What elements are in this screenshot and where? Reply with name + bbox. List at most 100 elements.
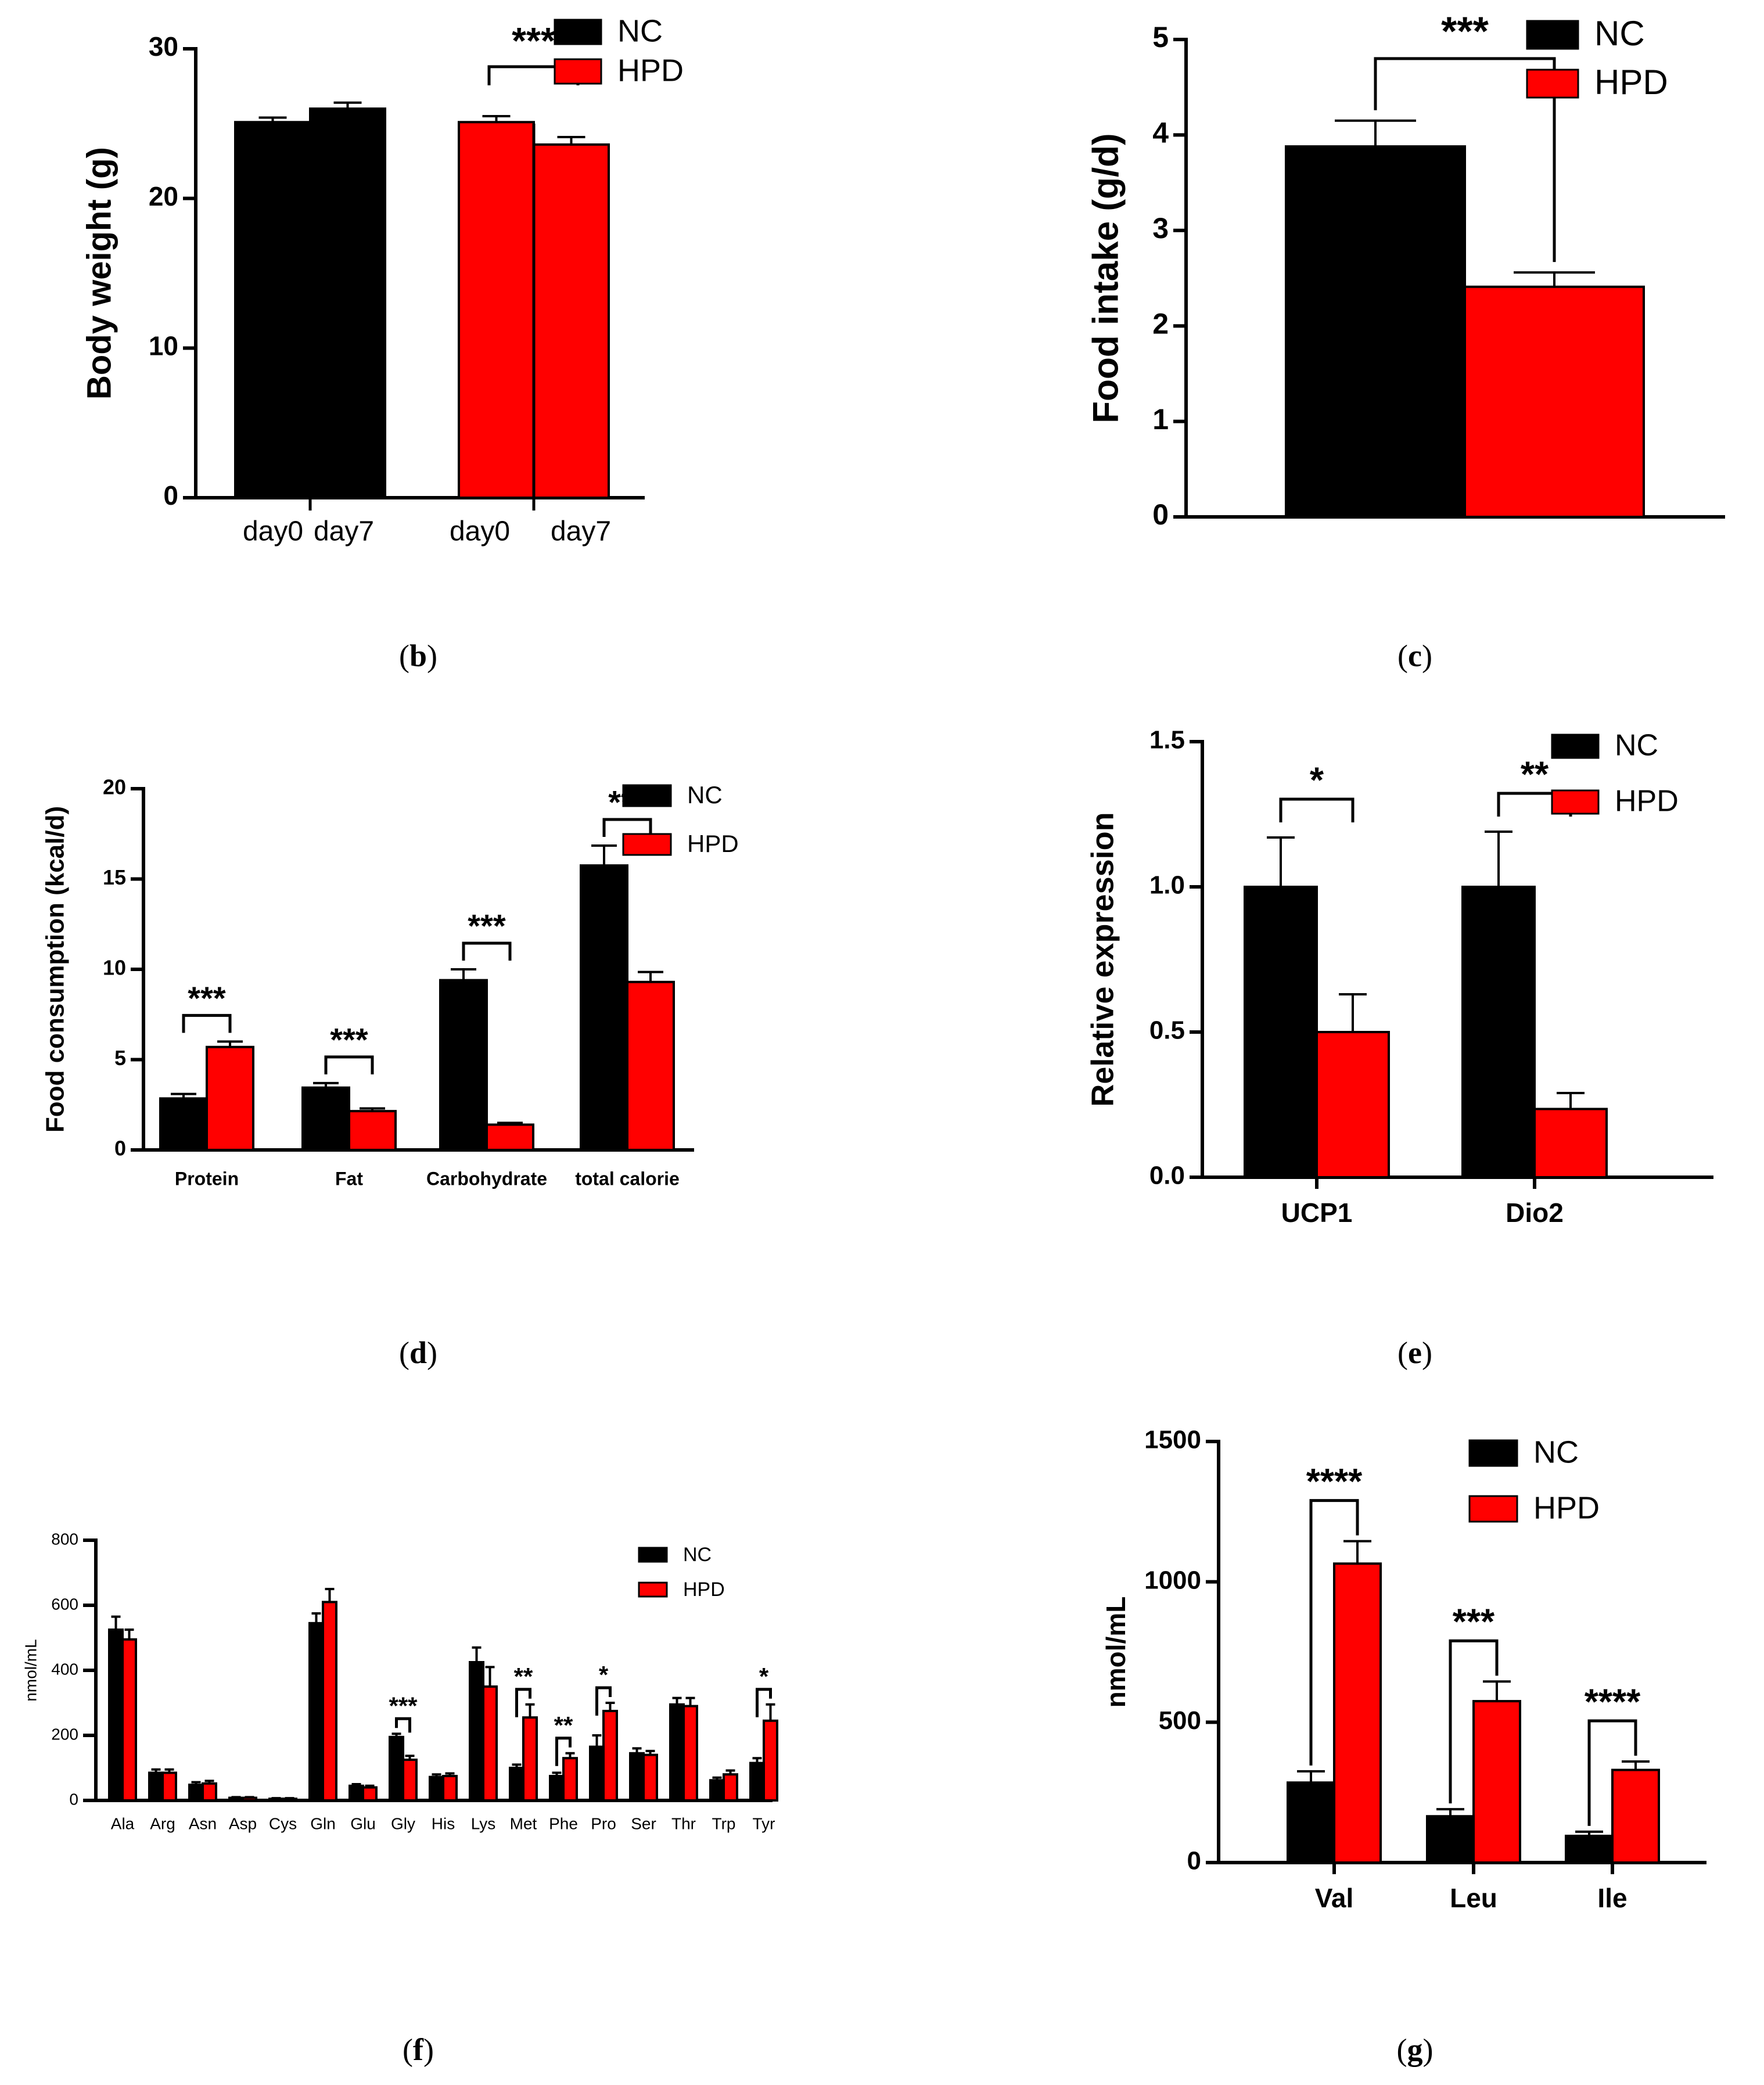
error-bar [672,1696,682,1705]
x-tick-label: Ile [1597,1883,1627,1913]
error-bar [204,1780,214,1784]
chart-b: 0 10 20 30 Body weight (g) day0 day7 day0 day7 **… [80,13,684,547]
error-bar [405,1755,415,1760]
x-tick-label: His [432,1814,455,1832]
x-tick-label: Cys [269,1814,297,1832]
legend-swatch-hpd [1468,1495,1518,1523]
error-bar [1575,1830,1603,1836]
panel-label: (g) [1397,2032,1434,2067]
significance-stars: * [599,1661,609,1688]
x-tick-label: Met [510,1814,537,1832]
y-tick-label: 1 [1152,403,1169,436]
y-tick-label: 5 [114,1046,126,1070]
y-tick-label: 400 [51,1660,78,1678]
panel-label-letter: b [409,638,427,673]
x-tick-label: Phe [549,1814,578,1832]
error-bar [592,1734,602,1747]
x-tick-label: day7 [551,516,611,547]
legend-label-hpd: HPD [617,53,684,88]
x-tick-label: Asn [189,1814,217,1832]
bar-nc [1287,1781,1335,1864]
bar-hpd [1316,1031,1390,1178]
panel-label: (c) [1397,638,1432,673]
error-bar [1436,1808,1464,1817]
legend-swatch-nc [622,784,672,807]
error-bar [1267,836,1295,887]
bar-nc [669,1703,685,1802]
error-bar [311,1612,321,1623]
bar-hpd [402,1759,418,1802]
bar-hpd [362,1786,378,1802]
bar-hpd [626,980,675,1152]
error-bar [285,1797,294,1800]
x-tick-label: Pro [591,1814,616,1832]
bar-nc [629,1752,645,1802]
bar-nc [108,1629,124,1802]
y-tick-label: 0 [69,1790,78,1808]
bar-nc [429,1775,444,1802]
bar-nc [509,1767,524,1802]
y-tick-label: 1500 [1144,1426,1201,1454]
y-tick-label: 0.5 [1149,1016,1185,1045]
bar-hpd [1464,285,1645,518]
x-tick-label: Leu [1450,1883,1497,1913]
x-tick-label: Protein [175,1168,239,1189]
error-bar [245,1796,254,1799]
error-bar [685,1696,695,1706]
bar-nc [1565,1835,1614,1864]
x-tick-label: Trp [712,1814,736,1832]
x-tick-label: Gly [391,1814,415,1832]
legend-swatch-hpd [1551,789,1600,815]
legend-swatch-hpd [1526,69,1579,99]
y-tick-label: 0 [114,1137,126,1160]
y-tick-label: 0 [1187,1847,1201,1875]
significance-stars: **** [1306,1462,1363,1502]
legend-label-hpd: HPD [683,1579,725,1601]
x-tick-label: Carbohydrate [426,1168,547,1189]
bar-nc [709,1779,725,1802]
error-bar [360,1107,385,1112]
error-bar [1483,1680,1511,1702]
legend-swatch-nc [1468,1439,1518,1467]
y-tick-label: 0 [1152,498,1169,531]
bar-nc [1426,1815,1475,1864]
significance-bracket [1449,1639,1499,1804]
y-tick-label: 500 [1159,1706,1201,1735]
significance-bracket [756,1688,772,1717]
bar-hpd [1472,1700,1521,1864]
panel-label-letter: g [1407,2032,1423,2067]
significance-bracket [182,1013,232,1033]
error-bar [271,1797,281,1800]
significance-bracket [462,941,512,961]
bar-hpd [682,1705,698,1802]
legend-swatch-hpd [622,833,672,856]
significance-stars: *** [468,908,506,944]
significance-stars: ** [554,1712,573,1739]
x-tick-label: Gln [310,1814,336,1832]
significance-bracket [1587,1719,1637,1826]
x-tick-label: Dio2 [1506,1198,1564,1228]
error-bar [752,1757,762,1763]
significance-bracket [1279,797,1355,822]
significance-bracket [324,1055,374,1074]
error-bar [725,1769,735,1775]
legend-swatch-nc [638,1547,668,1563]
x-tick-label: Arg [150,1814,175,1832]
bar-nc [1461,886,1536,1178]
error-bar [591,844,617,866]
error-bar [164,1768,174,1773]
bar-nc [234,121,311,499]
bar-nc [309,107,386,499]
error-bar [365,1784,375,1788]
bar-hpd [458,121,535,499]
significance-bracket [1309,1499,1359,1766]
significance-stars: *** [512,20,555,62]
legend-label-nc: NC [687,781,723,808]
significance-bracket [595,1686,612,1716]
x-tick-label: Ser [631,1814,656,1832]
bar-nc [349,1784,364,1802]
y-tick-label: 4 [1152,117,1169,149]
error-bar [333,101,362,109]
error-bar [325,1588,335,1602]
